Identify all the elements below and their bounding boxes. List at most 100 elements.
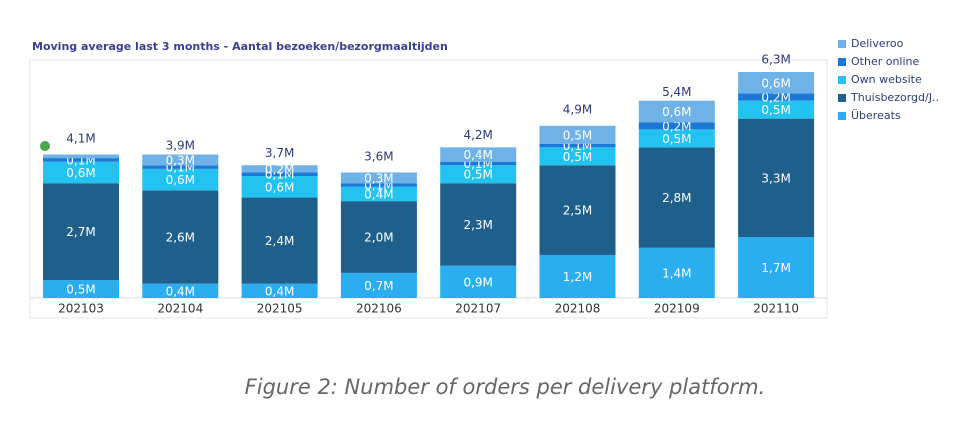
bar-segment xyxy=(738,93,815,101)
chart-title: Moving average last 3 months - Aantal be… xyxy=(32,40,448,53)
legend-swatch xyxy=(838,40,846,48)
bar-segment xyxy=(142,283,219,298)
value-label: 0,5M xyxy=(563,128,592,142)
bar-segment xyxy=(738,237,815,298)
x-tick-label: 202105 xyxy=(257,302,303,316)
value-label: 0,5M xyxy=(463,168,492,182)
value-label: 0,5M xyxy=(66,283,95,297)
value-label: 0,5M xyxy=(761,103,790,117)
value-label: 0,6M xyxy=(662,105,691,119)
total-label: 3,6M xyxy=(364,149,393,163)
bar-segment xyxy=(539,254,616,298)
bar-segment xyxy=(340,272,417,298)
bar-segment xyxy=(43,161,119,184)
bar-segment xyxy=(241,283,318,298)
bar-segment xyxy=(638,122,715,130)
bar-segment xyxy=(241,197,318,284)
bar-segment xyxy=(638,129,715,148)
value-label: 0,4M xyxy=(265,284,294,298)
bar-segment xyxy=(340,201,417,273)
value-label: 2,3M xyxy=(463,218,492,232)
bar-segment xyxy=(241,165,318,173)
value-label: 0,2M xyxy=(662,119,691,133)
bar-segment xyxy=(440,147,517,162)
value-label: 0,5M xyxy=(563,150,592,164)
value-label: 1,4M xyxy=(662,266,691,280)
value-label: 0,6M xyxy=(761,76,790,90)
value-label: 0,2M xyxy=(761,91,790,105)
total-label: 5,4M xyxy=(662,85,691,99)
bar-segment xyxy=(539,143,616,148)
bar-segment xyxy=(340,186,417,202)
value-label: 0,6M xyxy=(265,180,294,194)
bar-segment xyxy=(43,280,119,298)
value-label: 0,4M xyxy=(463,148,492,162)
x-tick-label: 202104 xyxy=(157,302,203,316)
legend-label: Deliveroo xyxy=(851,37,904,50)
bar-segment xyxy=(340,172,417,184)
value-label: 2,6M xyxy=(166,231,195,245)
bar-segment xyxy=(43,154,119,159)
legend-swatch xyxy=(838,112,846,120)
bar-segment xyxy=(638,247,715,298)
total-label: 6,3M xyxy=(761,53,790,67)
value-label: 0,3M xyxy=(364,171,393,185)
value-label: 1,7M xyxy=(761,261,790,275)
bar-segment xyxy=(43,158,119,162)
bar-segment xyxy=(142,154,219,166)
legend-swatch xyxy=(838,76,846,84)
bar-segment xyxy=(340,183,417,187)
value-label: 0,4M xyxy=(166,284,195,298)
bar-segment xyxy=(539,165,616,255)
bar-segment xyxy=(241,176,318,198)
legend-label: Own website xyxy=(851,73,922,86)
bar-segment xyxy=(738,118,815,238)
x-tick-label: 202110 xyxy=(753,302,799,316)
value-label: 3,3M xyxy=(761,171,790,185)
bar-segment xyxy=(638,100,715,123)
bar-segment xyxy=(638,147,715,248)
total-label: 4,1M xyxy=(66,131,95,145)
value-label: 1,2M xyxy=(563,270,592,284)
x-tick-label: 202107 xyxy=(455,302,501,316)
bar-segment xyxy=(440,161,517,166)
bar-segment xyxy=(738,100,815,119)
bar-segment xyxy=(440,183,517,266)
value-label: 2,0M xyxy=(364,231,393,245)
x-tick-label: 202106 xyxy=(356,302,402,316)
bar-segment xyxy=(539,125,616,144)
value-label: 0,2M xyxy=(265,162,294,176)
x-tick-label: 202108 xyxy=(555,302,601,316)
chart-frame xyxy=(29,59,828,319)
caption: Figure 2: Number of orders per delivery … xyxy=(245,375,766,399)
bar-segment xyxy=(142,165,219,169)
value-label: 2,5M xyxy=(563,204,592,218)
bar-segment xyxy=(539,147,616,166)
status-dot xyxy=(40,141,50,151)
bar-segment xyxy=(142,168,219,191)
legend-label: Other online xyxy=(851,55,920,68)
bar-segment xyxy=(142,190,219,284)
value-label: 2,4M xyxy=(265,234,294,248)
value-label: 0,5M xyxy=(662,132,691,146)
value-label: 0,6M xyxy=(66,166,95,180)
bar-segment xyxy=(241,172,318,177)
total-label: 4,2M xyxy=(463,128,492,142)
value-label: 0,9M xyxy=(463,275,492,289)
bar-segment xyxy=(43,183,119,281)
bar-segment xyxy=(738,72,815,94)
total-label: 3,9M xyxy=(166,139,195,153)
legend-swatch xyxy=(838,94,846,102)
legend-swatch xyxy=(838,58,846,66)
value-label: 0,3M xyxy=(166,153,195,167)
total-label: 4,9M xyxy=(563,103,592,117)
value-label: 2,8M xyxy=(662,191,691,205)
legend-label: Thuisbezorgd/J.. xyxy=(850,91,939,104)
legend-label: Übereats xyxy=(851,109,901,122)
bar-segment xyxy=(440,265,517,298)
bar-segment xyxy=(440,165,517,184)
value-label: 0,7M xyxy=(364,279,393,293)
value-label: 2,7M xyxy=(66,225,95,239)
value-label: 0,6M xyxy=(166,173,195,187)
